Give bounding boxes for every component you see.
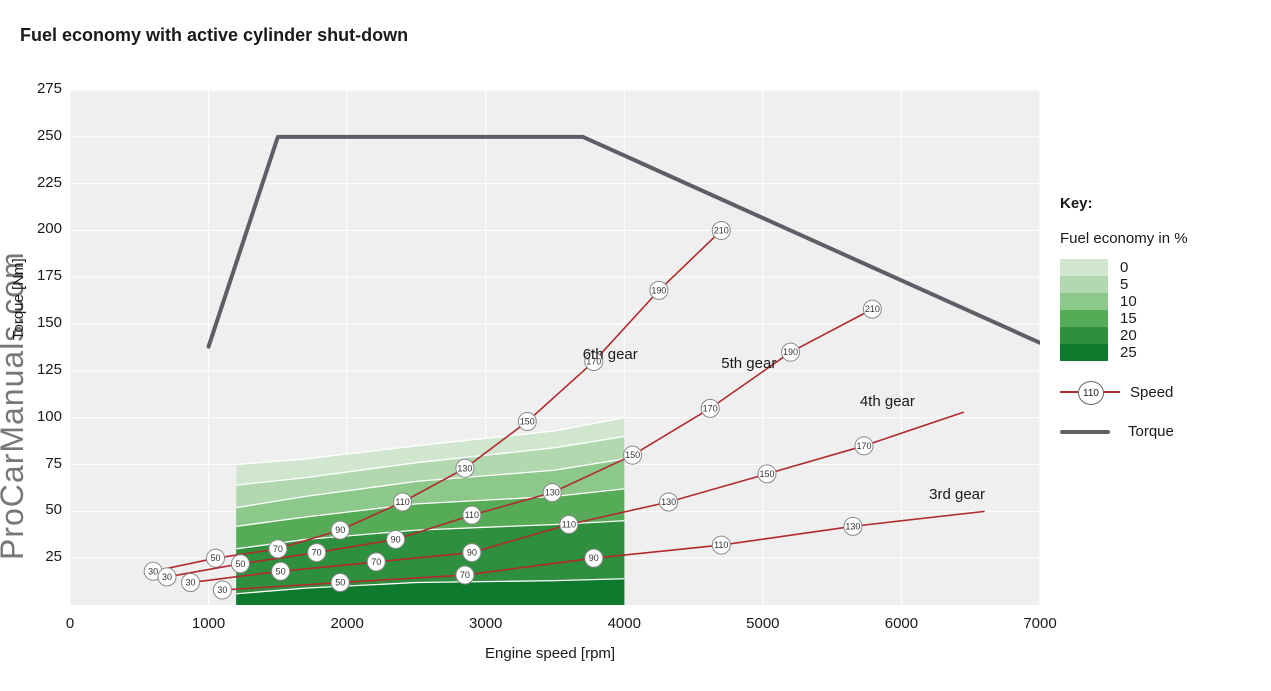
legend-swatch xyxy=(1060,310,1108,327)
legend-subtitle: Fuel economy in % xyxy=(1060,230,1188,247)
legend-speed-label: Speed xyxy=(1130,384,1173,401)
chart-title: Fuel economy with active cylinder shut-d… xyxy=(20,25,408,46)
y-tick: 25 xyxy=(12,548,62,565)
svg-text:190: 190 xyxy=(783,347,798,357)
legend-swatch-row: 15 xyxy=(1060,310,1188,327)
svg-text:130: 130 xyxy=(661,497,676,507)
svg-text:50: 50 xyxy=(210,553,220,563)
svg-text:90: 90 xyxy=(335,525,345,535)
svg-text:130: 130 xyxy=(545,488,560,498)
y-tick: 100 xyxy=(12,408,62,425)
legend-swatch xyxy=(1060,276,1108,293)
legend-swatch-row: 10 xyxy=(1060,293,1188,310)
svg-text:30: 30 xyxy=(217,585,227,595)
y-tick: 150 xyxy=(12,314,62,331)
svg-text:50: 50 xyxy=(235,559,245,569)
legend: Key: Fuel economy in % 0510152025 110 Sp… xyxy=(1060,195,1188,440)
svg-text:50: 50 xyxy=(335,578,345,588)
legend-swatch-label: 10 xyxy=(1120,293,1137,310)
x-tick: 3000 xyxy=(461,615,511,632)
svg-text:170: 170 xyxy=(703,403,718,413)
svg-text:110: 110 xyxy=(562,519,576,529)
svg-text:70: 70 xyxy=(371,557,381,567)
legend-swatch xyxy=(1060,344,1108,361)
legend-speed-row: 110 Speed xyxy=(1060,381,1188,403)
svg-text:150: 150 xyxy=(625,450,640,460)
y-tick: 50 xyxy=(12,501,62,518)
svg-text:150: 150 xyxy=(759,469,774,479)
svg-text:90: 90 xyxy=(467,548,477,558)
torque-line-icon xyxy=(1060,430,1110,434)
y-tick: 200 xyxy=(12,220,62,237)
legend-swatch-label: 0 xyxy=(1120,259,1128,276)
y-tick: 75 xyxy=(12,455,62,472)
legend-swatch-label: 25 xyxy=(1120,344,1137,361)
legend-swatch-row: 0 xyxy=(1060,259,1188,276)
svg-text:90: 90 xyxy=(589,553,599,563)
x-tick: 2000 xyxy=(322,615,372,632)
gear-label: 4th gear xyxy=(860,393,915,410)
legend-torque-row: Torque xyxy=(1060,423,1188,440)
y-tick: 125 xyxy=(12,361,62,378)
legend-swatch-row: 25 xyxy=(1060,344,1188,361)
svg-text:70: 70 xyxy=(273,544,283,554)
legend-swatch xyxy=(1060,327,1108,344)
gear-label: 6th gear xyxy=(583,346,638,363)
legend-swatch xyxy=(1060,259,1108,276)
legend-torque-label: Torque xyxy=(1128,423,1174,440)
gear-label: 5th gear xyxy=(721,355,776,372)
svg-text:30: 30 xyxy=(162,572,172,582)
svg-text:50: 50 xyxy=(276,566,286,576)
legend-swatch-label: 5 xyxy=(1120,276,1128,293)
chart-plot: 30 50 70 90 110 130 150 170 190 210 30 50 70 90 110 130… xyxy=(70,90,1040,605)
svg-text:30: 30 xyxy=(148,566,158,576)
speed-bubble-icon: 110 xyxy=(1078,381,1104,405)
svg-text:210: 210 xyxy=(714,225,729,235)
legend-swatch-label: 20 xyxy=(1120,327,1137,344)
legend-swatch-row: 5 xyxy=(1060,276,1188,293)
x-tick: 0 xyxy=(45,615,95,632)
legend-swatch-label: 15 xyxy=(1120,310,1137,327)
svg-text:150: 150 xyxy=(520,416,535,426)
x-tick: 6000 xyxy=(876,615,926,632)
svg-text:130: 130 xyxy=(845,521,860,531)
x-axis-label: Engine speed [rpm] xyxy=(485,645,615,662)
y-tick: 175 xyxy=(12,267,62,284)
speed-line-icon: 110 xyxy=(1060,381,1120,403)
svg-text:190: 190 xyxy=(651,285,666,295)
svg-text:30: 30 xyxy=(186,578,196,588)
y-tick: 250 xyxy=(12,127,62,144)
svg-text:210: 210 xyxy=(865,304,880,314)
x-tick: 7000 xyxy=(1015,615,1065,632)
svg-text:110: 110 xyxy=(465,510,479,520)
x-tick: 1000 xyxy=(184,615,234,632)
svg-text:130: 130 xyxy=(457,463,472,473)
x-tick: 4000 xyxy=(599,615,649,632)
legend-swatch xyxy=(1060,293,1108,310)
y-tick: 275 xyxy=(12,80,62,97)
svg-text:70: 70 xyxy=(312,548,322,558)
svg-text:170: 170 xyxy=(856,441,871,451)
gear-label: 3rd gear xyxy=(929,486,985,503)
y-tick: 225 xyxy=(12,174,62,191)
svg-text:70: 70 xyxy=(460,570,470,580)
legend-swatch-row: 20 xyxy=(1060,327,1188,344)
x-tick: 5000 xyxy=(738,615,788,632)
svg-text:110: 110 xyxy=(395,497,409,507)
svg-text:110: 110 xyxy=(714,540,728,550)
svg-text:90: 90 xyxy=(391,534,401,544)
legend-title: Key: xyxy=(1060,195,1188,212)
